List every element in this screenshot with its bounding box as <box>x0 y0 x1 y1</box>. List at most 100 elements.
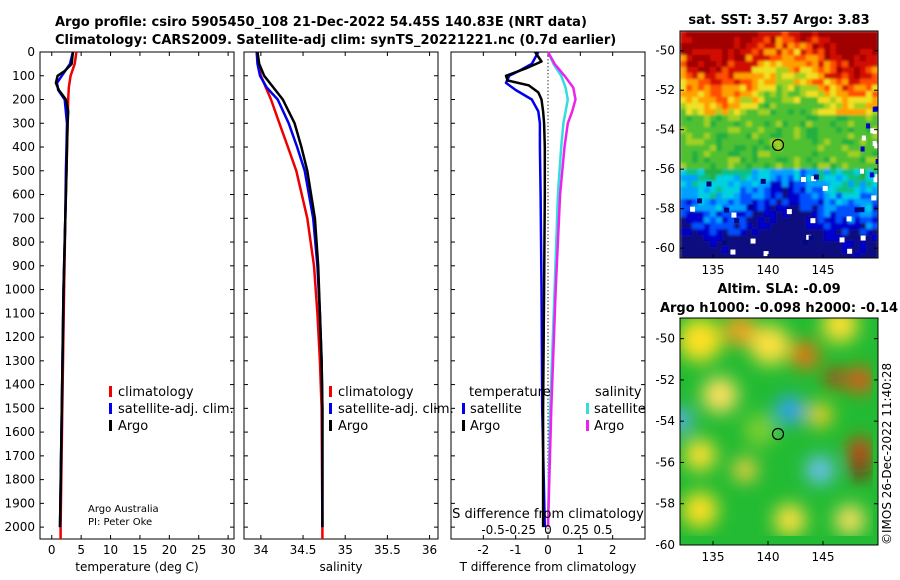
sst-pixel <box>872 106 877 112</box>
sst-pixel <box>847 248 853 254</box>
sla-blob <box>808 403 832 427</box>
temperature-tick-label: 20 <box>162 543 177 557</box>
sla-blob <box>684 439 716 471</box>
sst-pixel <box>859 168 864 174</box>
legend-label-satellite-adj: satellite-adj. clim. <box>118 402 234 417</box>
sst-map-ticks: 135 140 145 -50 -52 -54 -56 -58 -60 <box>655 44 878 277</box>
sst-pixel <box>730 249 736 255</box>
temperature-axes-frame <box>39 51 235 540</box>
difference-tick-label: 2 <box>609 543 617 557</box>
sst-map-title: sat. SST: 3.57 Argo: 3.83 <box>688 13 869 28</box>
temperature-series <box>54 51 78 539</box>
t-argo-line <box>504 51 547 528</box>
map-lat-label: -52 <box>655 83 675 97</box>
map-lon-label: 145 <box>812 263 835 277</box>
sla-blob <box>851 461 869 479</box>
salinity-tick-label: 36 <box>422 543 437 557</box>
difference-x-ticks: -2 -1 0 1 2 <box>477 52 616 557</box>
map-lat-label: -56 <box>655 162 675 176</box>
map-lat-label: -54 <box>655 414 675 428</box>
legend-label-t-satellite: satellite <box>470 402 522 417</box>
map-lat-label: -58 <box>655 497 675 511</box>
imos-timestamp: ©IMOS 26-Dec-2022 11:40:28 <box>880 363 894 545</box>
salinity-series <box>255 51 324 539</box>
sst-pixel <box>859 207 865 213</box>
depth-tick-label: 100 <box>12 69 35 83</box>
depth-tick-label: 500 <box>12 164 35 178</box>
depth-tick-label: 1100 <box>4 306 35 320</box>
sla-argo-marker <box>771 427 785 441</box>
satellite-adj-line <box>255 51 324 528</box>
sst-pixel <box>731 212 737 218</box>
sst-pixel <box>846 216 852 222</box>
depth-tick-label: 1600 <box>4 425 35 439</box>
legend-swatch-argo <box>109 420 112 431</box>
s-difference-tick-label: -0.25 <box>505 523 536 537</box>
temperature-tick-label: 0 <box>48 543 56 557</box>
sla-field <box>680 318 873 536</box>
map-lon-label: 145 <box>812 550 835 564</box>
sst-pixel <box>750 238 756 244</box>
sst-pixel <box>861 135 866 141</box>
difference-tick-label: 0 <box>544 543 552 557</box>
sst-pixel <box>871 195 877 201</box>
temperature-panel: 0 5 10 15 20 25 30 010020030040050060070080090… <box>4 45 645 574</box>
legend-label-s-argo: Argo <box>594 419 624 434</box>
depth-tick-label: 1500 <box>4 401 35 415</box>
sla-map-frame <box>679 317 879 546</box>
difference-panel: -2 -1 0 1 2 T difference from climatology S … <box>450 51 646 574</box>
difference-series <box>504 51 577 528</box>
temperature-legend: climatology satellite-adj. clim. Argo <box>109 385 234 434</box>
sst-missing-data <box>690 106 878 257</box>
map-lon-label: 135 <box>702 550 725 564</box>
salinity-panel: 34 34.5 35 35.5 36 salinity climatology sate… <box>243 51 454 574</box>
depth-tick-label: 2000 <box>4 520 35 534</box>
map-lon-label: 140 <box>757 550 780 564</box>
sla-blob <box>826 369 844 387</box>
map-lat-label: -56 <box>655 455 675 469</box>
legend-label-satellite-adj: satellite-adj. clim. <box>338 402 454 417</box>
sst-map-frame <box>679 30 879 259</box>
s-difference-tick-label: 0.25 <box>562 523 589 537</box>
legend-swatch-t-satellite <box>462 403 465 414</box>
figure-title: Argo profile: csiro 5905450_108 21-Dec-2… <box>55 15 587 30</box>
sst-pixel <box>866 123 871 129</box>
sla-blob <box>835 505 865 535</box>
sla-blob <box>702 377 738 413</box>
sla-blob <box>682 492 718 528</box>
depth-tick-label: 0 <box>27 45 35 59</box>
difference-legend: temperature salinity satellite Argo sate… <box>462 385 646 434</box>
sla-map-ticks: 135 140 145 -50 -52 -54 -56 -58 -60 <box>655 332 878 564</box>
sst-pixel <box>724 207 730 213</box>
argo-line <box>54 51 75 528</box>
legend-swatch-satellite-adj <box>329 403 332 414</box>
sst-pixel <box>786 209 792 215</box>
sst-pixel <box>813 174 819 180</box>
sst-pixel <box>822 185 828 191</box>
depth-tick-label: 1400 <box>4 378 35 392</box>
sst-pixel <box>734 218 740 224</box>
legend-label-climatology: climatology <box>118 385 194 400</box>
sla-blob <box>847 367 873 393</box>
legend-label-argo: Argo <box>338 419 368 434</box>
sst-pixel <box>854 207 860 213</box>
legend-swatch-climatology <box>109 386 112 397</box>
t-satellite-line <box>504 51 547 528</box>
temperature-tick-label: 10 <box>103 543 118 557</box>
depth-tick-label: 1900 <box>4 496 35 510</box>
legend-swatch-s-satellite <box>586 403 589 414</box>
sst-pixel <box>872 128 877 134</box>
map-lat-label: -50 <box>655 332 675 346</box>
depth-tick-label: 600 <box>12 188 35 202</box>
difference-tick-label: 1 <box>577 543 585 557</box>
sst-pixel <box>748 204 754 210</box>
salinity-tick-label: 35 <box>338 543 353 557</box>
sla-blob <box>848 438 872 462</box>
map-lon-label: 135 <box>702 263 725 277</box>
sst-field <box>680 31 878 258</box>
depth-tick-label: 1000 <box>4 283 35 297</box>
sst-argo-marker <box>771 138 785 152</box>
sst-pixel <box>874 143 878 149</box>
sla-map-panel: Altim. SLA: -0.09 Argo h1000: -0.098 h20… <box>655 282 898 564</box>
credit-line2: PI: Peter Oke <box>88 517 152 528</box>
